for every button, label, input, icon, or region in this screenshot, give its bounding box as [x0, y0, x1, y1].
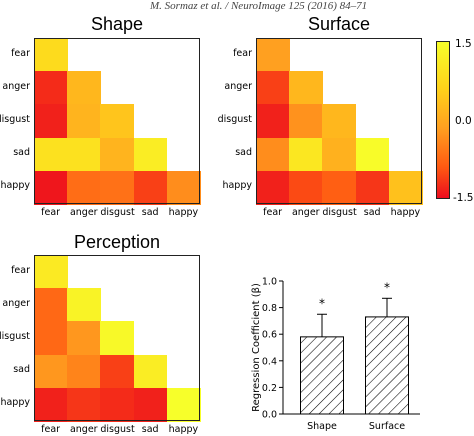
- shape-cell-anger-anger: [67, 71, 101, 105]
- shape-title: Shape: [90, 14, 144, 34]
- significance-marker: *: [319, 296, 325, 310]
- shape-cell-sad-anger: [67, 137, 101, 172]
- shape-cell-disgust-fear: [34, 104, 68, 139]
- shape-cell-sad-sad: [133, 137, 168, 172]
- shape-cell-happy-anger: [67, 170, 101, 205]
- perception-cell-sad-disgust: [100, 354, 135, 389]
- colorbar-tick-min: -1.5: [453, 192, 474, 204]
- perception-cell-fear-fear: [34, 255, 68, 289]
- surface-cell-happy-sad: [355, 170, 390, 205]
- surface-cell-disgust-disgust: [322, 104, 357, 139]
- colorbar-tick-max: 1.5: [455, 38, 472, 50]
- surface-cell-happy-happy: [388, 170, 423, 205]
- perception-cell-anger-anger: [67, 288, 101, 322]
- perception-title: Perception: [73, 232, 161, 252]
- colorbar-tick-mid: 0.0: [455, 115, 472, 127]
- surface-col-label: fear: [263, 207, 283, 218]
- perception-row-label: sad: [13, 364, 30, 376]
- bar-surface: [365, 316, 409, 415]
- shape-col-label: disgust: [100, 207, 135, 218]
- surface-row-label: disgust: [217, 114, 252, 125]
- x-category-label: Surface: [369, 421, 405, 432]
- surface-cell-happy-fear: [256, 170, 290, 205]
- journal-header: M. Sormaz et al. / NeuroImage 125 (2016)…: [150, 0, 368, 12]
- shape-cell-sad-fear: [34, 137, 68, 172]
- perception-cell-happy-anger: [67, 387, 101, 422]
- shape-col-label: happy: [168, 207, 199, 218]
- shape-cell-fear-fear: [34, 38, 68, 72]
- y-tick-label: 0.0: [262, 410, 277, 421]
- surface-cell-anger-anger: [289, 71, 323, 105]
- significance-marker: *: [384, 280, 390, 294]
- surface-title: Surface: [307, 14, 371, 34]
- surface-cell-fear-fear: [256, 38, 290, 72]
- shape-cell-sad-disgust: [100, 137, 135, 172]
- surface-col-label: happy: [390, 207, 421, 218]
- surface-cell-sad-disgust: [322, 137, 357, 172]
- shape-cell-happy-sad: [133, 170, 168, 205]
- perception-cell-sad-sad: [133, 354, 168, 389]
- y-tick-label: 0.6: [262, 330, 277, 341]
- shape-cell-happy-happy: [166, 170, 201, 205]
- y-tick-label: 0.4: [262, 356, 277, 367]
- colorbar: [436, 41, 450, 199]
- surface-row-label: anger: [224, 80, 252, 92]
- surface-cell-disgust-fear: [256, 104, 290, 139]
- surface-row-label: sad: [235, 147, 252, 159]
- y-tick-label: 0.8: [262, 303, 277, 314]
- shape-row-label: anger: [2, 80, 30, 92]
- perception-col-label: happy: [168, 424, 199, 435]
- shape-cell-disgust-disgust: [100, 104, 135, 139]
- perception-col-label: anger: [69, 424, 98, 435]
- surface-row-label: happy: [222, 180, 252, 192]
- perception-col-label: disgust: [100, 424, 135, 435]
- perception-cell-anger-fear: [34, 288, 68, 322]
- perception-cell-disgust-anger: [67, 321, 101, 356]
- shape-col-label: anger: [69, 207, 98, 218]
- shape-cell-anger-fear: [34, 71, 68, 105]
- surface-cell-sad-sad: [355, 137, 390, 172]
- shape-row-label: disgust: [0, 114, 30, 125]
- perception-cell-happy-fear: [34, 387, 68, 422]
- bar-shape: [300, 336, 344, 415]
- surface-col-label: disgust: [322, 207, 357, 218]
- perception-cell-happy-sad: [133, 387, 168, 422]
- perception-cell-happy-happy: [166, 387, 201, 422]
- perception-row-label: happy: [0, 397, 30, 409]
- perception-cell-sad-anger: [67, 354, 101, 389]
- shape-cell-happy-disgust: [100, 170, 135, 205]
- shape-row-label: happy: [0, 180, 30, 192]
- surface-cell-happy-anger: [289, 170, 323, 205]
- perception-cell-disgust-disgust: [100, 321, 135, 356]
- surface-cell-sad-fear: [256, 137, 290, 172]
- shape-cell-happy-fear: [34, 170, 68, 205]
- perception-col-label: sad: [141, 424, 159, 435]
- y-axis-title: Regression Coefficient (β): [251, 283, 262, 412]
- surface-row-label: fear: [233, 47, 252, 59]
- y-tick-label: 1.0: [262, 277, 277, 288]
- shape-row-label: fear: [11, 47, 30, 59]
- x-category-label: Shape: [307, 421, 337, 432]
- perception-cell-happy-disgust: [100, 387, 135, 422]
- perception-col-label: fear: [41, 424, 61, 435]
- shape-col-label: fear: [41, 207, 61, 218]
- perception-row-label: disgust: [0, 331, 30, 342]
- perception-cell-sad-fear: [34, 354, 68, 389]
- y-tick-label: 0.2: [262, 383, 277, 394]
- surface-col-label: anger: [291, 207, 320, 218]
- shape-row-label: sad: [13, 147, 30, 159]
- perception-row-label: fear: [11, 264, 30, 276]
- surface-cell-anger-fear: [256, 71, 290, 105]
- surface-col-label: sad: [363, 207, 381, 218]
- surface-cell-sad-anger: [289, 137, 323, 172]
- perception-cell-disgust-fear: [34, 321, 68, 356]
- surface-cell-happy-disgust: [322, 170, 357, 205]
- shape-col-label: sad: [141, 207, 159, 218]
- surface-cell-disgust-anger: [289, 104, 323, 139]
- perception-row-label: anger: [2, 297, 30, 309]
- shape-cell-disgust-anger: [67, 104, 101, 139]
